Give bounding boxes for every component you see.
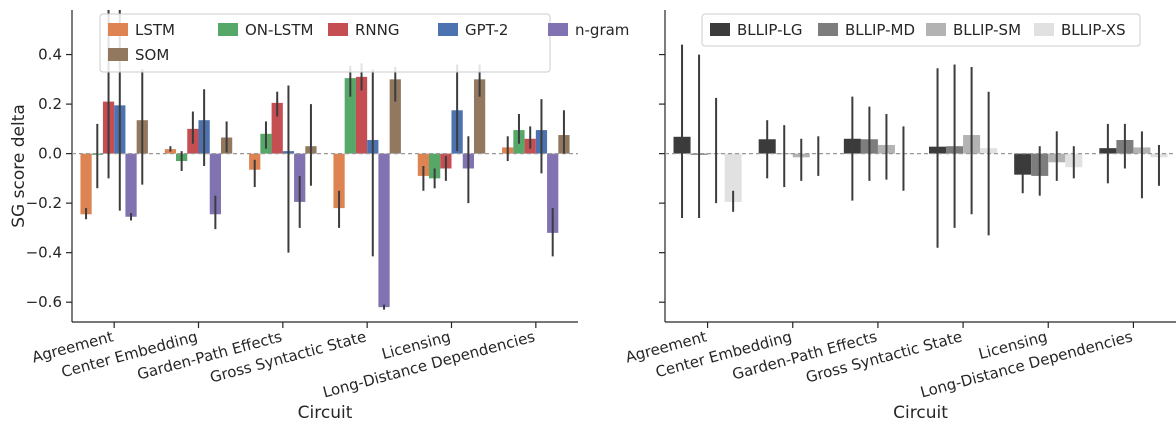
bar-on-lstm-licensing (429, 153, 441, 179)
legend-item-som: SOM (108, 46, 169, 64)
y-tick-label: 0.2 (38, 95, 62, 113)
legend: LSTM ON-LSTM RNNG GPT-2 n-gram SOM (99, 13, 629, 73)
legend-swatch (818, 23, 838, 36)
legend-swatch (1034, 23, 1054, 36)
bar-som-licensing (473, 79, 486, 154)
bar-lstm-gross-syntactic-state (333, 153, 345, 209)
legend-label: BLLIP-MD (845, 21, 915, 39)
legend-swatch (438, 23, 458, 36)
legend-item-bllip-lg: BLLIP-LG (710, 21, 803, 39)
y-axis-label: SG score delta (9, 104, 29, 228)
legend-frame (99, 13, 551, 73)
bar-rnng-garden-path-effects (271, 102, 283, 154)
legend-swatch (328, 23, 348, 36)
legend-swatch (108, 48, 128, 61)
legend-item-lstm: LSTM (108, 21, 175, 39)
legend-item-bllip-md: BLLIP-MD (818, 21, 915, 39)
legend-item-on-lstm: ON-LSTM (218, 21, 313, 39)
legend-swatch (548, 23, 568, 36)
legend-item-rnng: RNNG (328, 21, 400, 39)
legend-label: LSTM (135, 21, 175, 39)
legend-label: BLLIP-SM (953, 21, 1021, 39)
legend-item-n-gram: n-gram (548, 21, 629, 39)
bar-on-lstm-gross-syntactic-state (344, 78, 356, 154)
legend-item-gpt-2: GPT-2 (438, 21, 508, 39)
legend-item-bllip-xs: BLLIP-XS (1034, 21, 1126, 39)
legend-label: RNNG (355, 21, 400, 39)
bar-lstm-agreement (80, 153, 92, 215)
legend-label: BLLIP-XS (1061, 21, 1126, 39)
y-tick-label: 0.4 (38, 46, 62, 64)
legend-label: GPT-2 (465, 21, 508, 39)
x-axis-label: Circuit (298, 403, 353, 423)
x-axis-label: Circuit (893, 403, 948, 423)
bar-som-gross-syntactic-state (389, 79, 401, 154)
y-tick-label: −0.2 (26, 194, 62, 212)
legend-label: ON-LSTM (245, 21, 313, 39)
legend-label: BLLIP-LG (737, 21, 803, 39)
bar-n-gram-center-embedding (209, 153, 221, 215)
bar-bllip-xs-agreement (724, 153, 742, 202)
legend-swatch (926, 23, 946, 36)
y-tick-label: 0.0 (38, 145, 62, 163)
legend-frame (701, 13, 1141, 47)
legend-swatch (710, 23, 730, 36)
y-tick-label: −0.4 (26, 244, 62, 262)
legend: BLLIP-LG BLLIP-MD BLLIP-SM BLLIP-XS (701, 13, 1141, 47)
bar-n-gram-long-distance-dependencies (547, 153, 559, 233)
legend-swatch (108, 23, 128, 36)
legend-item-bllip-sm: BLLIP-SM (926, 21, 1021, 39)
bar-lstm-licensing (417, 153, 430, 176)
legend-swatch (218, 23, 238, 36)
bar-rnng-gross-syntactic-state (355, 76, 368, 154)
legend-label: n-gram (575, 21, 629, 39)
y-tick-label: −0.6 (26, 293, 62, 311)
bar-n-gram-agreement (125, 153, 137, 217)
legend-label: SOM (135, 46, 169, 64)
bar-n-gram-gross-syntactic-state (378, 153, 390, 308)
